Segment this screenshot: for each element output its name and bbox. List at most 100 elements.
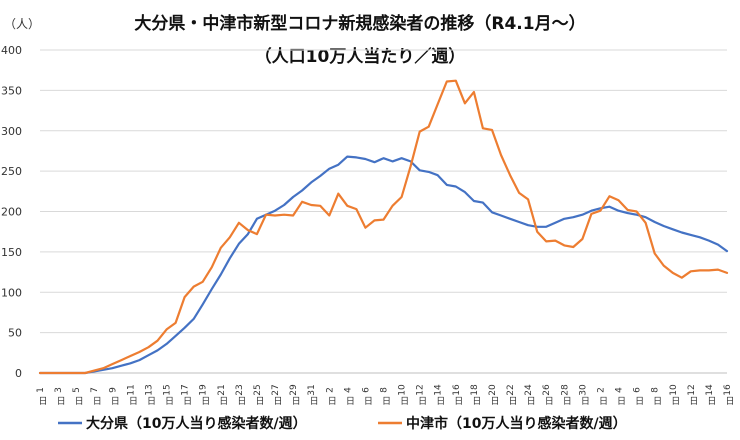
x-tick-day: 2 (596, 387, 606, 393)
x-tick-label: 16日 (723, 384, 735, 407)
x-tick-day: 14 (434, 384, 444, 396)
x-tick-unit: 日 (689, 396, 698, 407)
x-tick-day: 1 (36, 387, 46, 393)
x-tick-labels: 1日3日5日7日9日11日13日15日17日19日21日23日25日27日29日… (36, 384, 735, 407)
x-tick-unit: 日 (545, 396, 554, 407)
x-tick-day: 26 (542, 384, 552, 396)
x-tick-label: 2日 (596, 387, 608, 407)
x-tick-unit: 日 (255, 396, 264, 407)
x-tick-day: 11 (126, 384, 136, 395)
x-tick-unit: 日 (310, 396, 319, 407)
x-tick-day: 4 (615, 387, 625, 393)
series-lines (38, 79, 729, 375)
x-tick-day: 8 (380, 387, 390, 393)
x-tick-label: 28日 (560, 384, 572, 407)
x-tick-label: 25日 (253, 384, 265, 407)
x-tick-day: 7 (90, 387, 100, 393)
y-tick-label: 200 (1, 206, 22, 219)
x-tick-unit: 日 (707, 396, 716, 407)
x-tick-unit: 日 (599, 396, 608, 407)
series-line-1 (38, 155, 729, 375)
legend: 大分県（10万人当り感染者数/週） 中津市（10万人当り感染者数/週） (58, 415, 627, 432)
x-tick-unit: 日 (509, 396, 518, 407)
x-tick-unit: 日 (147, 396, 156, 407)
x-tick-label: 14日 (705, 384, 717, 407)
x-tick-unit: 日 (418, 396, 427, 407)
x-tick-label: 24日 (524, 384, 536, 407)
x-tick-unit: 日 (346, 396, 355, 407)
x-tick-label: 21日 (217, 384, 229, 407)
x-tick-label: 15日 (163, 384, 175, 407)
x-tick-label: 4日 (615, 387, 627, 407)
x-tick-label: 26日 (542, 384, 554, 407)
x-tick-unit: 日 (165, 396, 174, 407)
x-tick-label: 9日 (108, 387, 120, 407)
x-tick-label: 10日 (398, 384, 410, 407)
x-tick-day: 5 (72, 387, 82, 393)
x-tick-unit: 日 (454, 396, 463, 407)
x-tick-label: 12日 (687, 384, 699, 407)
x-tick-unit: 日 (129, 396, 138, 407)
x-tick-day: 23 (235, 384, 245, 395)
x-tick-day: 28 (560, 384, 570, 396)
y-tick-labels: 0 50 100 150 200 250 300 350 400 (1, 44, 22, 380)
x-tick-unit: 日 (237, 396, 246, 407)
x-tick-label: 30日 (578, 384, 590, 407)
x-tick-unit: 日 (75, 396, 84, 407)
x-tick-day: 9 (108, 387, 118, 393)
gridlines (40, 49, 727, 374)
x-tick-day: 18 (470, 384, 480, 396)
x-tick-day: 15 (163, 384, 173, 395)
y-tick-label: 100 (1, 286, 22, 299)
x-tick-day: 16 (723, 384, 733, 396)
x-tick-unit: 日 (635, 396, 644, 407)
x-tick-unit: 日 (364, 396, 373, 407)
x-tick-label: 8日 (651, 387, 663, 407)
x-tick-day: 21 (217, 384, 227, 395)
legend-label: 大分県（10万人当り感染者数/週） (86, 415, 307, 432)
x-tick-day: 12 (687, 384, 697, 395)
x-tick-day: 4 (343, 387, 353, 393)
x-tick-day: 6 (633, 387, 643, 393)
y-tick-label: 400 (1, 44, 22, 57)
x-tick-unit: 日 (436, 396, 445, 407)
x-tick-day: 13 (144, 384, 154, 395)
x-tick-label: 2日 (325, 387, 337, 407)
x-tick-unit: 日 (490, 396, 499, 407)
x-tick-unit: 日 (527, 396, 536, 407)
x-tick-label: 13日 (144, 384, 156, 407)
x-tick-day: 2 (325, 387, 335, 393)
x-tick-label: 18日 (470, 384, 482, 407)
x-tick-label: 6日 (361, 387, 373, 407)
x-tick-day: 22 (506, 384, 516, 395)
x-tick-label: 5日 (72, 387, 84, 407)
x-tick-label: 4日 (343, 387, 355, 407)
x-tick-day: 10 (669, 384, 679, 396)
x-tick-label: 23日 (235, 384, 247, 407)
x-tick-label: 12日 (416, 384, 428, 407)
y-axis-unit: （人） (4, 17, 40, 31)
x-tick-label: 29日 (289, 384, 301, 407)
x-tick-day: 10 (398, 384, 408, 396)
legend-entry: 大分県（10万人当り感染者数/週） (58, 415, 307, 432)
chart-subtitle: （人口10万人当たり／週） (255, 46, 466, 67)
x-tick-unit: 日 (581, 396, 590, 407)
x-tick-unit: 日 (563, 396, 572, 407)
x-tick-day: 17 (181, 384, 191, 395)
y-tick-label: 150 (1, 246, 22, 259)
x-tick-day: 24 (524, 384, 534, 396)
x-tick-day: 20 (488, 384, 498, 396)
x-tick-label: 8日 (380, 387, 392, 407)
x-tick-label: 27日 (271, 384, 283, 407)
x-tick-day: 3 (54, 387, 64, 393)
x-tick-day: 19 (199, 384, 209, 396)
x-tick-day: 31 (307, 384, 317, 395)
x-tick-unit: 日 (93, 396, 102, 407)
x-tick-unit: 日 (472, 396, 481, 407)
x-tick-unit: 日 (617, 396, 626, 407)
x-tick-day: 25 (253, 384, 263, 395)
x-tick-unit: 日 (328, 396, 337, 407)
x-tick-label: 17日 (181, 384, 193, 407)
x-tick-day: 12 (416, 384, 426, 395)
